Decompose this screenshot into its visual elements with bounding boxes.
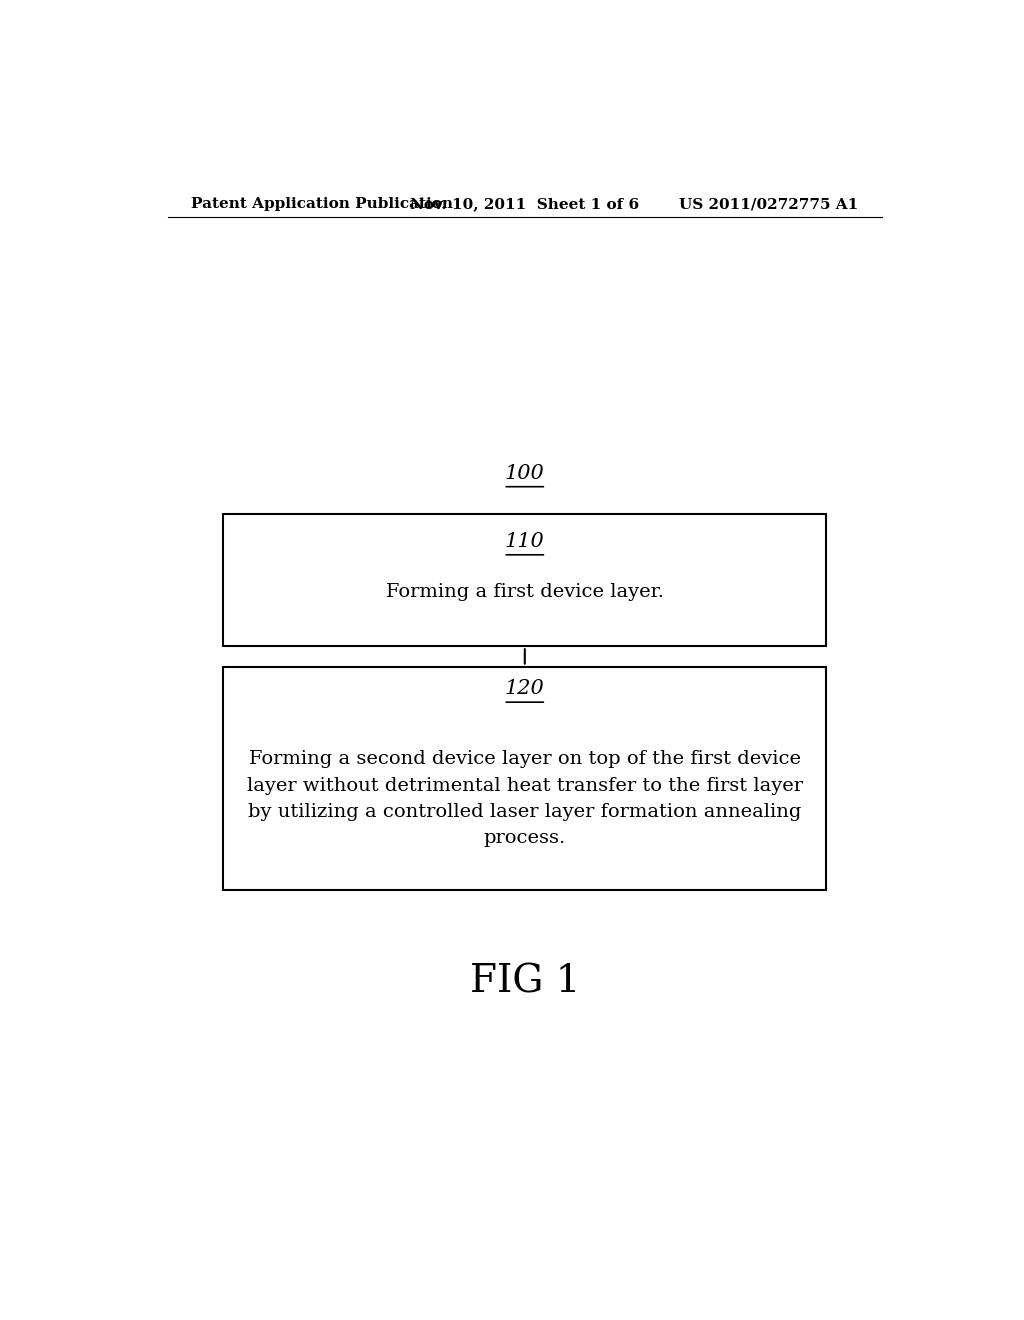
Text: Patent Application Publication: Patent Application Publication <box>191 197 454 211</box>
Text: FIG 1: FIG 1 <box>470 964 580 1001</box>
Text: Forming a second device layer on top of the first device
layer without detriment: Forming a second device layer on top of … <box>247 750 803 847</box>
Text: Nov. 10, 2011  Sheet 1 of 6: Nov. 10, 2011 Sheet 1 of 6 <box>411 197 639 211</box>
Text: US 2011/0272775 A1: US 2011/0272775 A1 <box>679 197 858 211</box>
Text: 120: 120 <box>505 680 545 698</box>
Text: Forming a first device layer.: Forming a first device layer. <box>386 583 664 602</box>
FancyBboxPatch shape <box>223 515 826 647</box>
FancyBboxPatch shape <box>223 667 826 890</box>
Text: 100: 100 <box>505 465 545 483</box>
Text: 110: 110 <box>505 532 545 550</box>
